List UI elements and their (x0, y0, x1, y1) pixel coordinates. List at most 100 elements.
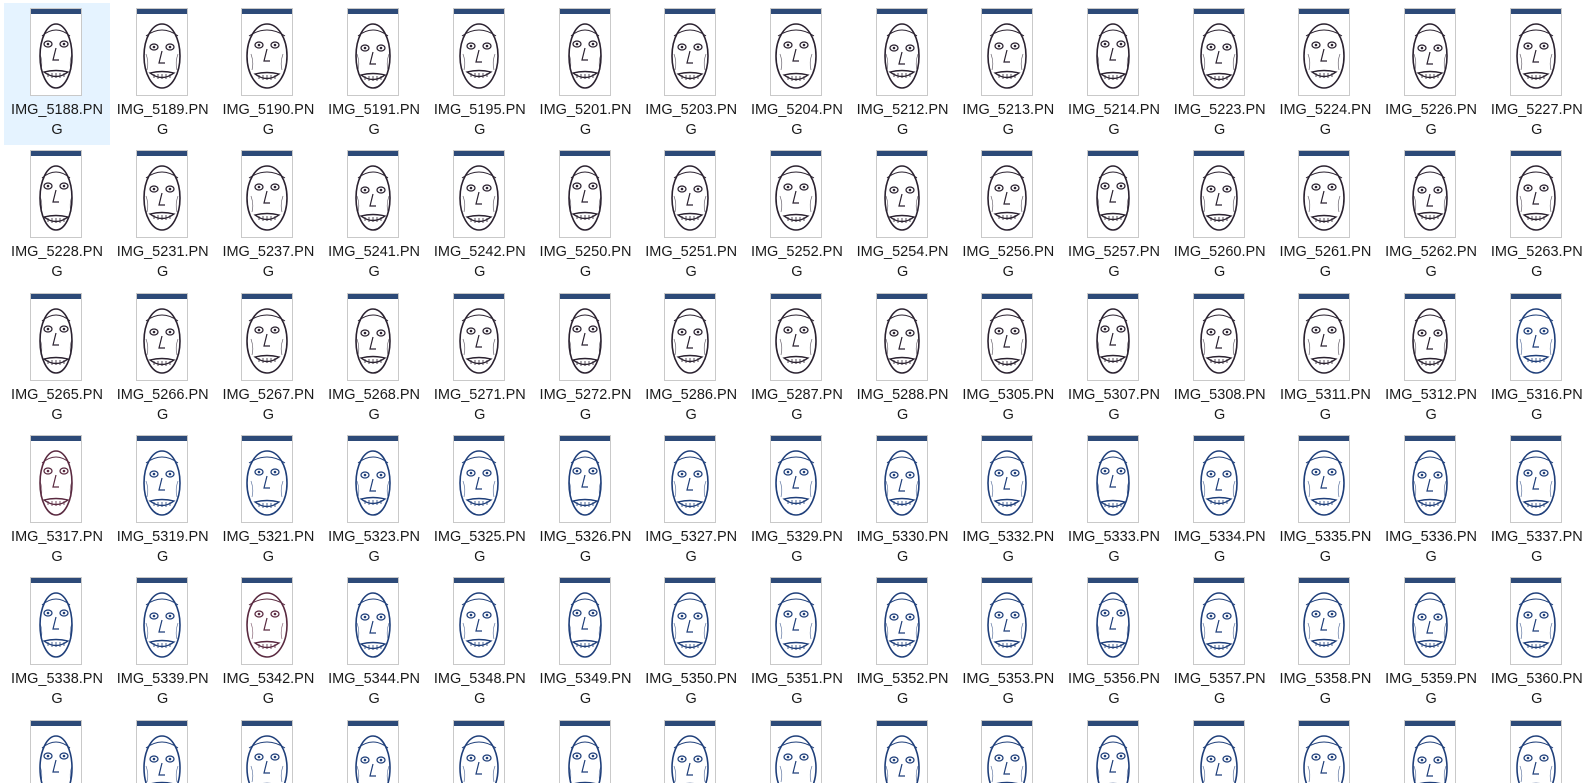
file-item[interactable]: IMG_5321.PNG (215, 430, 321, 572)
file-item[interactable]: IMG_5338.PNG (4, 572, 110, 714)
file-item[interactable]: IMG_5250.PNG (533, 145, 639, 287)
file-item[interactable]: IMG_5353.PNG (955, 572, 1061, 714)
file-item[interactable]: IMG_5271.PNG (427, 288, 533, 430)
file-item[interactable] (955, 715, 1061, 783)
file-item[interactable]: IMG_5287.PNG (744, 288, 850, 430)
image-thumbnail (30, 719, 82, 783)
file-item[interactable]: IMG_5360.PNG (1484, 572, 1587, 714)
file-item[interactable]: IMG_5316.PNG (1484, 288, 1587, 430)
file-item[interactable]: IMG_5334.PNG (1167, 430, 1273, 572)
file-item[interactable]: IMG_5256.PNG (955, 145, 1061, 287)
image-thumbnail (135, 8, 188, 96)
file-item[interactable]: IMG_5359.PNG (1378, 572, 1484, 714)
file-item[interactable]: IMG_5326.PNG (533, 430, 639, 572)
file-item[interactable]: IMG_5203.PNG (638, 3, 744, 145)
file-item[interactable]: IMG_5352.PNG (850, 572, 956, 714)
file-item[interactable]: IMG_5305.PNG (955, 288, 1061, 430)
file-item[interactable]: IMG_5263.PNG (1484, 145, 1587, 287)
file-item[interactable] (215, 715, 321, 783)
file-item[interactable]: IMG_5350.PNG (638, 572, 744, 714)
file-item[interactable]: IMG_5242.PNG (427, 145, 533, 287)
file-item[interactable]: IMG_5268.PNG (321, 288, 427, 430)
file-item[interactable]: IMG_5254.PNG (850, 145, 956, 287)
file-item[interactable]: IMG_5201.PNG (533, 3, 639, 145)
file-item[interactable]: IMG_5189.PNG (110, 3, 216, 145)
file-item[interactable]: IMG_5190.PNG (215, 3, 321, 145)
file-item[interactable]: IMG_5319.PNG (110, 430, 216, 572)
file-item[interactable]: IMG_5330.PNG (850, 430, 956, 572)
file-item[interactable]: IMG_5342.PNG (215, 572, 321, 714)
file-item[interactable] (4, 715, 110, 783)
file-item[interactable]: IMG_5311.PNG (1272, 288, 1378, 430)
file-name-label: IMG_5260.PNG (1173, 244, 1266, 281)
file-item[interactable] (744, 715, 850, 783)
file-item[interactable] (1167, 715, 1273, 783)
file-item[interactable]: IMG_5307.PNG (1061, 288, 1167, 430)
file-item[interactable]: IMG_5265.PNG (4, 288, 110, 430)
file-item[interactable]: IMG_5261.PNG (1272, 145, 1378, 287)
file-name-label: IMG_5257.PNG (1068, 244, 1160, 281)
file-item[interactable]: IMG_5348.PNG (427, 572, 533, 714)
file-item[interactable] (321, 715, 427, 783)
image-thumbnail (1192, 719, 1245, 783)
file-item[interactable]: IMG_5204.PNG (744, 3, 850, 145)
file-item[interactable]: IMG_5351.PNG (744, 572, 850, 714)
file-item[interactable]: IMG_5241.PNG (321, 145, 427, 287)
file-item[interactable]: IMG_5317.PNG (4, 430, 110, 572)
file-item[interactable]: IMG_5336.PNG (1378, 430, 1484, 572)
file-item[interactable] (1061, 715, 1167, 783)
file-item[interactable]: IMG_5260.PNG (1167, 145, 1273, 287)
file-item[interactable] (110, 715, 216, 783)
file-item[interactable]: IMG_5327.PNG (638, 430, 744, 572)
file-item[interactable] (427, 715, 533, 783)
file-item[interactable] (533, 715, 639, 783)
file-item[interactable]: IMG_5231.PNG (110, 145, 216, 287)
file-item[interactable]: IMG_5195.PNG (427, 3, 533, 145)
file-item[interactable]: IMG_5228.PNG (4, 145, 110, 287)
image-thumbnail (1298, 719, 1351, 783)
file-item[interactable]: IMG_5267.PNG (215, 288, 321, 430)
file-item[interactable]: IMG_5344.PNG (321, 572, 427, 714)
file-item[interactable] (638, 715, 744, 783)
file-item[interactable]: IMG_5332.PNG (955, 430, 1061, 572)
file-item[interactable]: IMG_5286.PNG (638, 288, 744, 430)
file-item[interactable]: IMG_5335.PNG (1272, 430, 1378, 572)
file-item[interactable]: IMG_5308.PNG (1167, 288, 1273, 430)
file-item[interactable]: IMG_5312.PNG (1378, 288, 1484, 430)
file-item[interactable] (1378, 715, 1484, 783)
file-item[interactable]: IMG_5213.PNG (955, 3, 1061, 145)
file-item[interactable]: IMG_5339.PNG (110, 572, 216, 714)
file-item[interactable]: IMG_5337.PNG (1484, 430, 1587, 572)
file-item[interactable]: IMG_5191.PNG (321, 3, 427, 145)
file-item[interactable]: IMG_5237.PNG (215, 145, 321, 287)
file-item[interactable] (1484, 715, 1587, 783)
file-item[interactable]: IMG_5357.PNG (1167, 572, 1273, 714)
file-item[interactable]: IMG_5223.PNG (1167, 3, 1273, 145)
file-item[interactable]: IMG_5224.PNG (1272, 3, 1378, 145)
file-item[interactable]: IMG_5226.PNG (1378, 3, 1484, 145)
file-item[interactable]: IMG_5188.PNG (4, 3, 110, 145)
file-item[interactable]: IMG_5325.PNG (427, 430, 533, 572)
file-item[interactable]: IMG_5358.PNG (1272, 572, 1378, 714)
file-item[interactable]: IMG_5356.PNG (1061, 572, 1167, 714)
image-thumbnail (1192, 577, 1245, 666)
file-item[interactable]: IMG_5212.PNG (850, 3, 956, 145)
file-item[interactable]: IMG_5333.PNG (1061, 430, 1167, 572)
file-item[interactable]: IMG_5227.PNG (1484, 3, 1587, 145)
file-item[interactable]: IMG_5329.PNG (744, 430, 850, 572)
file-item[interactable]: IMG_5257.PNG (1061, 145, 1167, 287)
file-item[interactable]: IMG_5214.PNG (1061, 3, 1167, 145)
file-name-label: IMG_5305.PNG (962, 386, 1055, 423)
file-item[interactable]: IMG_5272.PNG (533, 288, 639, 430)
file-item[interactable]: IMG_5323.PNG (321, 430, 427, 572)
file-item[interactable]: IMG_5349.PNG (533, 572, 639, 714)
file-item[interactable]: IMG_5251.PNG (638, 145, 744, 287)
file-item[interactable]: IMG_5266.PNG (110, 288, 216, 430)
file-item[interactable]: IMG_5252.PNG (744, 145, 850, 287)
file-item[interactable] (850, 715, 956, 783)
file-item[interactable] (1272, 715, 1378, 783)
file-item[interactable]: IMG_5262.PNG (1378, 145, 1484, 287)
image-thumbnail (30, 577, 82, 666)
image-thumbnail (664, 577, 717, 666)
file-item[interactable]: IMG_5288.PNG (850, 288, 956, 430)
